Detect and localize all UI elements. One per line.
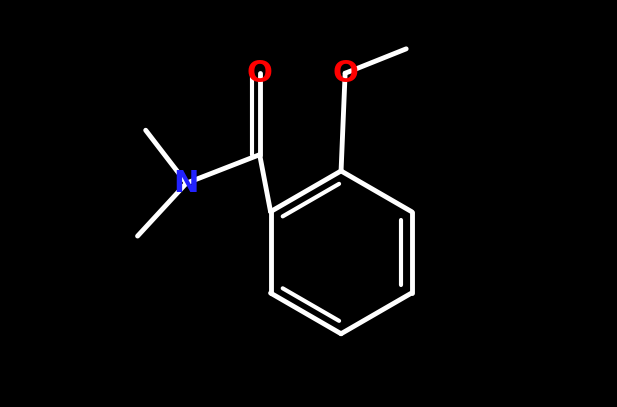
Text: O: O	[247, 59, 273, 88]
Text: N: N	[174, 168, 199, 198]
Text: O: O	[332, 59, 358, 88]
